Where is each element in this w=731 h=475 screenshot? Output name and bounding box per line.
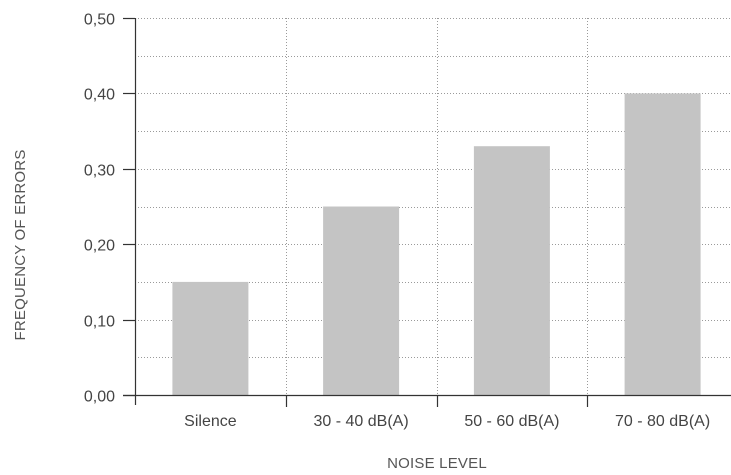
- y-tick-label: 0,50: [84, 12, 115, 29]
- bars: [172, 93, 701, 396]
- y-tick-label: 0,10: [84, 314, 115, 331]
- x-tick-label: 70 - 80 dB(A): [615, 413, 710, 430]
- y-axis-title: FREQUENCY OF ERRORS: [12, 149, 29, 340]
- tick-labels: 0,00 0,10 0,20 0,30 0,40 0,50 Silence 30 - 40 d…: [84, 12, 710, 431]
- bar: [323, 206, 400, 395]
- bar: [473, 146, 550, 395]
- x-tick-label: Silence: [184, 413, 237, 430]
- y-tick-label: 0,20: [84, 238, 115, 255]
- x-tick-label: 30 - 40 dB(A): [314, 413, 409, 430]
- x-tick-label: 50 - 60 dB(A): [464, 413, 559, 430]
- axes: [123, 17, 731, 407]
- x-axis-title: NOISE LEVEL: [387, 455, 487, 472]
- y-tick-label: 0,40: [84, 87, 115, 104]
- bar: [172, 281, 249, 395]
- bar: [624, 93, 701, 396]
- y-tick-label: 0,30: [84, 163, 115, 180]
- y-tick-label: 0,00: [84, 389, 115, 406]
